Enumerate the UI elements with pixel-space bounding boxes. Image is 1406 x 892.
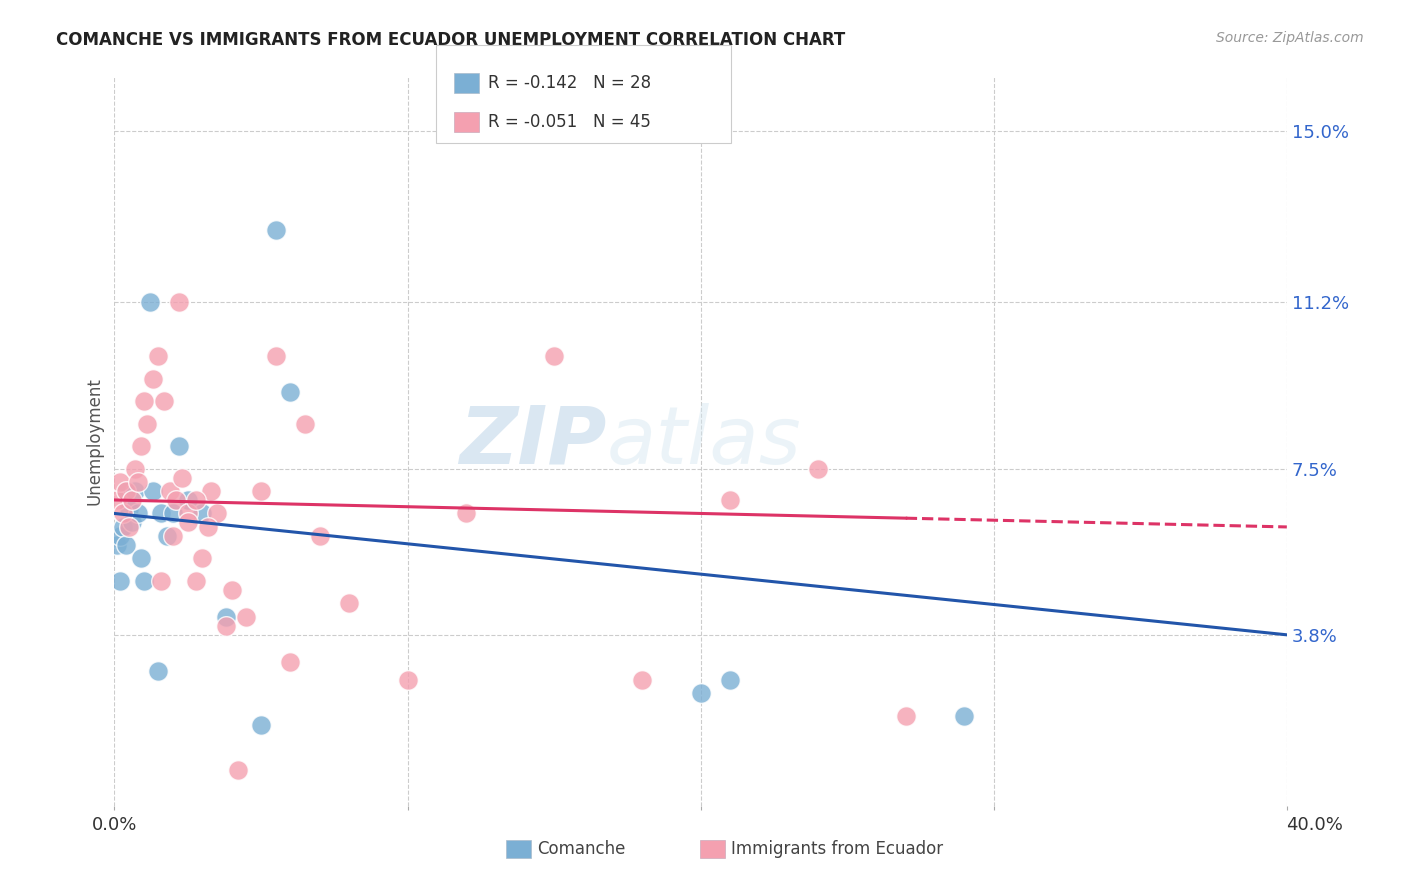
Point [226, 763, 249, 777]
Point [176, 507, 198, 521]
Point [165, 493, 187, 508]
Point [176, 493, 198, 508]
Point [718, 493, 741, 508]
Text: Immigrants from Ecuador: Immigrants from Ecuador [731, 840, 943, 858]
Point [200, 483, 222, 498]
Point [456, 507, 478, 521]
Point [176, 516, 198, 530]
Text: ZIP: ZIP [460, 402, 607, 481]
Point [118, 502, 141, 516]
Point [264, 349, 287, 363]
Point [129, 551, 152, 566]
Point [308, 529, 330, 543]
Point [124, 461, 146, 475]
Point [167, 439, 190, 453]
Point [162, 529, 184, 543]
Point [894, 708, 917, 723]
Point [138, 295, 160, 310]
Point [132, 574, 155, 588]
Point [170, 470, 193, 484]
Point [396, 673, 419, 687]
Text: atlas: atlas [607, 402, 801, 481]
Point [543, 349, 565, 363]
Point [115, 483, 138, 498]
Point [689, 686, 711, 700]
Text: R = -0.142   N = 28: R = -0.142 N = 28 [488, 74, 651, 92]
Point [150, 507, 173, 521]
Point [129, 439, 152, 453]
Point [278, 655, 301, 669]
Point [250, 483, 273, 498]
Point [118, 520, 141, 534]
Point [186, 493, 208, 508]
Text: COMANCHE VS IMMIGRANTS FROM ECUADOR UNEMPLOYMENT CORRELATION CHART: COMANCHE VS IMMIGRANTS FROM ECUADOR UNEM… [56, 31, 845, 49]
Point [191, 507, 214, 521]
Point [215, 610, 238, 624]
Text: 40.0%: 40.0% [1286, 816, 1343, 834]
Text: Comanche: Comanche [537, 840, 626, 858]
Point [124, 483, 146, 498]
Point [215, 619, 238, 633]
Point [110, 475, 132, 489]
Point [156, 529, 179, 543]
Point [105, 538, 128, 552]
Point [250, 717, 273, 731]
Point [159, 483, 181, 498]
Y-axis label: Unemployment: Unemployment [86, 377, 103, 506]
Point [110, 574, 132, 588]
Point [221, 582, 243, 597]
Text: Source: ZipAtlas.com: Source: ZipAtlas.com [1216, 31, 1364, 45]
Point [141, 371, 163, 385]
Point [115, 483, 138, 498]
Point [132, 394, 155, 409]
Point [148, 349, 170, 363]
Text: 0.0%: 0.0% [91, 816, 136, 834]
Point [294, 417, 316, 431]
Point [115, 538, 138, 552]
Point [631, 673, 654, 687]
Text: R = -0.051   N = 45: R = -0.051 N = 45 [488, 113, 651, 131]
Point [105, 493, 128, 508]
Point [186, 574, 208, 588]
Point [191, 551, 214, 566]
Point [264, 223, 287, 237]
Point [197, 520, 219, 534]
Point [807, 461, 830, 475]
Point [718, 673, 741, 687]
Point [121, 516, 143, 530]
Point [121, 493, 143, 508]
Point [205, 507, 228, 521]
Point [162, 507, 184, 521]
Point [235, 610, 257, 624]
Point [135, 417, 157, 431]
Point [150, 574, 173, 588]
Point [953, 708, 976, 723]
Point [141, 483, 163, 498]
Point [127, 507, 149, 521]
Point [153, 394, 176, 409]
Point [278, 385, 301, 400]
Point [167, 295, 190, 310]
Point [110, 529, 132, 543]
Point [337, 596, 360, 610]
Point [127, 475, 149, 489]
Point [148, 664, 170, 678]
Point [112, 507, 135, 521]
Point [112, 520, 135, 534]
